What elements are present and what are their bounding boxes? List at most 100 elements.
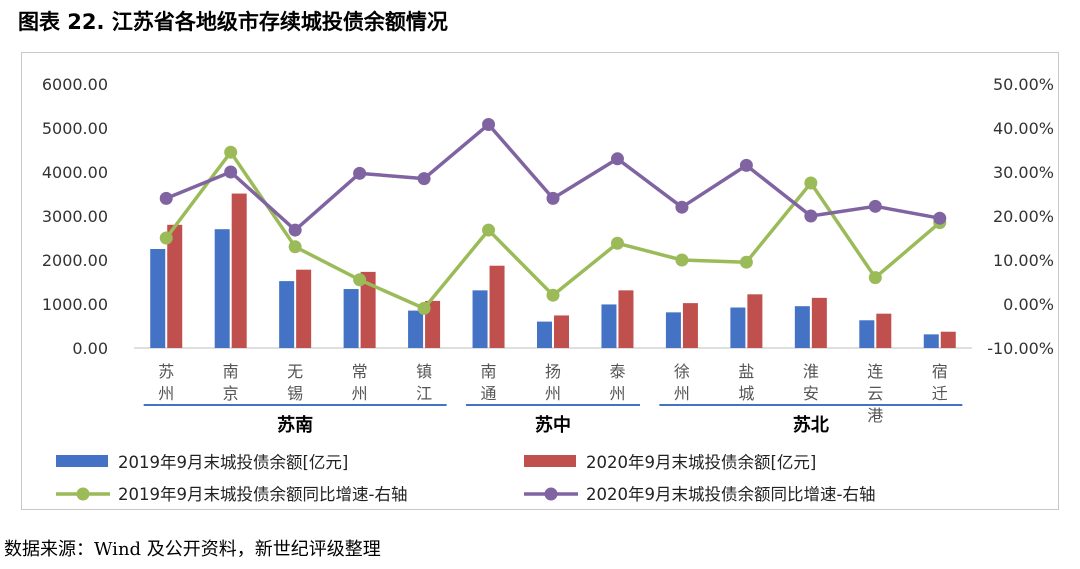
bar-2020 <box>360 271 376 348</box>
right-tick-label: -10.00% <box>987 339 1054 358</box>
bar-2019 <box>150 249 166 348</box>
left-tick-label: 3000.00 <box>42 207 108 226</box>
legend-label: 2020年9月末城投债余额同比增速-右轴 <box>586 485 875 504</box>
category-label-char: 苏 <box>158 362 174 381</box>
category-label-char: 宿 <box>932 362 948 381</box>
bar-2020 <box>876 313 892 348</box>
bar-2020 <box>682 303 698 348</box>
bar-2019 <box>665 312 681 348</box>
growth-point-2020 <box>546 191 560 205</box>
category-label-char: 通 <box>481 384 497 403</box>
category-label-char: 迁 <box>932 384 948 403</box>
right-tick-label: 20.00% <box>993 207 1054 226</box>
legend-label: 2019年9月末城投债余额[亿元] <box>118 453 348 472</box>
bar-2020 <box>554 315 569 348</box>
category-label-char: 港 <box>867 406 883 425</box>
category-label-char: 常 <box>352 362 368 381</box>
growth-point-2020 <box>933 211 947 225</box>
category-label-char: 州 <box>545 384 561 403</box>
bar-2020 <box>296 269 312 348</box>
growth-point-2020 <box>288 223 302 237</box>
group-label: 苏北 <box>793 414 829 436</box>
growth-point-2020 <box>224 165 238 179</box>
category-label-char: 锡 <box>287 384 303 403</box>
bar-2019 <box>408 310 424 348</box>
growth-point-2020 <box>353 166 367 180</box>
category-label-char: 徐 <box>674 362 690 381</box>
bar-2019 <box>794 306 810 348</box>
growth-point-2019 <box>546 288 560 302</box>
bar-2019 <box>214 229 230 348</box>
right-tick-label: 30.00% <box>993 163 1054 182</box>
category-label-char: 盐 <box>738 362 754 381</box>
bar-2019 <box>601 304 617 348</box>
right-tick-label: 50.00% <box>993 75 1054 94</box>
growth-point-2019 <box>417 301 431 315</box>
bar-2020 <box>940 331 956 348</box>
growth-point-2019 <box>288 240 302 254</box>
growth-point-2019 <box>482 223 496 237</box>
growth-point-2019 <box>804 176 818 190</box>
figure-source: 数据来源：Wind 及公开资料，新世纪评级整理 <box>4 539 381 560</box>
category-label-char: 连 <box>867 362 883 381</box>
bar-2019 <box>859 320 875 348</box>
chart-svg: 0.00 1000.00 2000.00 3000.00 4000.00 5000.00 6… <box>42 75 1054 504</box>
bar-2020 <box>231 193 247 348</box>
right-tick-label: 10.00% <box>993 251 1054 270</box>
figure-title: 图表 22. 江苏省各地级市存续城投债余额情况 <box>18 10 448 34</box>
right-tick-label: 0.00% <box>1003 295 1054 314</box>
growth-point-2020 <box>868 199 882 213</box>
growth-point-2020 <box>610 152 624 166</box>
legend-swatch <box>56 455 108 467</box>
growth-point-2019 <box>353 273 367 287</box>
category-label-char: 南 <box>223 362 239 381</box>
legend-swatch <box>524 455 576 467</box>
legend-marker <box>544 487 558 501</box>
left-tick-label: 6000.00 <box>42 75 108 94</box>
growth-point-2020 <box>417 172 431 186</box>
growth-point-2020 <box>739 158 753 172</box>
category-label-char: 扬 <box>545 362 561 381</box>
bar-2020 <box>489 265 505 348</box>
left-tick-label: 5000.00 <box>42 119 108 138</box>
category-label-char: 镇 <box>416 362 432 381</box>
category-label-char: 泰 <box>609 362 625 381</box>
category-label-char: 州 <box>674 384 690 403</box>
bar-2020 <box>747 294 763 348</box>
left-tick-label: 4000.00 <box>42 163 108 182</box>
growth-point-2019 <box>159 231 173 245</box>
bar-2019 <box>472 290 488 348</box>
chart-frame: 0.00 1000.00 2000.00 3000.00 4000.00 5000.00 6… <box>21 52 1059 510</box>
growth-point-2019 <box>868 271 882 285</box>
growth-point-2020 <box>159 191 173 205</box>
category-label-char: 州 <box>352 384 368 403</box>
bar-2020 <box>167 224 183 348</box>
category-label-char: 州 <box>158 384 174 403</box>
category-label-char: 南 <box>481 362 497 381</box>
bar-2019 <box>537 321 552 348</box>
growth-point-2019 <box>675 253 689 267</box>
category-label-char: 淮 <box>803 362 819 381</box>
legend-label: 2019年9月末城投债余额同比增速-右轴 <box>118 485 407 504</box>
bar-2020 <box>811 297 827 348</box>
category-label-char: 安 <box>803 384 819 403</box>
growth-point-2020 <box>675 200 689 214</box>
legend-label: 2020年9月末城投债余额[亿元] <box>586 453 816 472</box>
growth-point-2019 <box>739 255 753 269</box>
legend-marker <box>76 487 90 501</box>
left-tick-label: 2000.00 <box>42 251 108 270</box>
group-label: 苏中 <box>535 414 571 436</box>
growth-line-2020 <box>165 122 941 232</box>
growth-point-2020 <box>804 209 818 223</box>
right-tick-label: 40.00% <box>993 119 1054 138</box>
category-label-char: 江 <box>416 384 432 403</box>
left-tick-label: 0.00 <box>72 339 108 358</box>
category-label-char: 州 <box>609 384 625 403</box>
bar-2019 <box>343 289 359 348</box>
growth-point-2020 <box>482 117 496 131</box>
bar-2020 <box>618 290 634 348</box>
growth-point-2019 <box>224 145 238 159</box>
category-label-char: 城 <box>738 384 754 403</box>
growth-point-2019 <box>610 236 624 250</box>
bar-2019 <box>923 334 939 348</box>
